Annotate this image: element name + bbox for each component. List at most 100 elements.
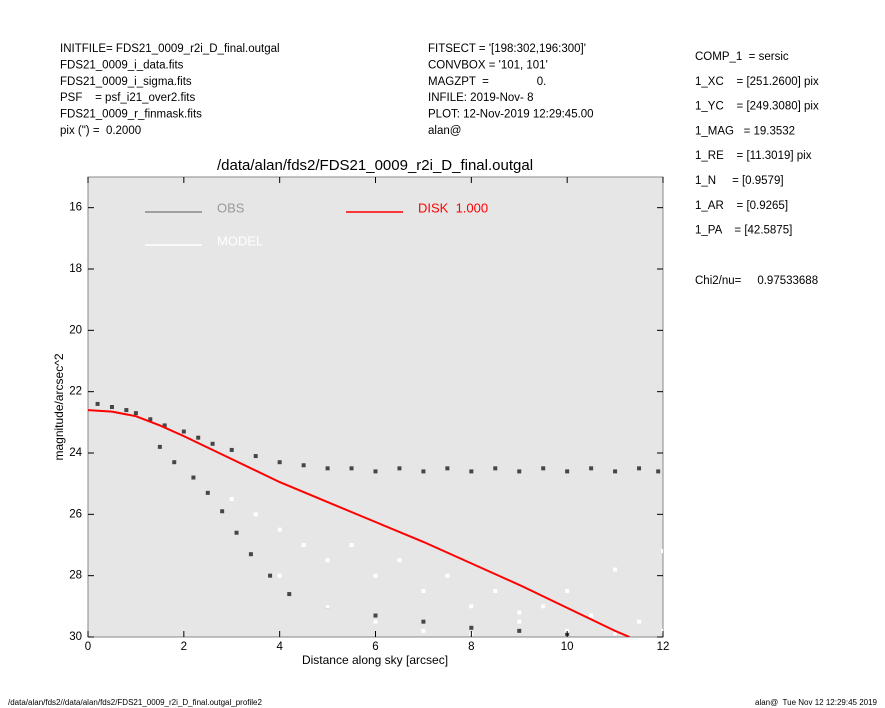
header-left: INITFILE= FDS21_0009_r2i_D_final.outgal — [60, 43, 280, 55]
point — [517, 619, 522, 624]
point — [301, 463, 306, 468]
header-right: 1_PA = [42.5875] — [695, 225, 792, 237]
header-right: 1_RE = [11.3019] pix — [695, 150, 812, 162]
line — [88, 409, 630, 637]
point — [248, 552, 253, 557]
header-right: 1_MAG = 19.3532 — [695, 125, 795, 137]
point — [445, 573, 450, 578]
point — [656, 469, 661, 474]
point — [148, 417, 153, 422]
point — [124, 408, 129, 413]
point — [373, 573, 378, 578]
x-axis-label: Distance along sky [arcsec] — [302, 653, 448, 667]
point — [661, 549, 663, 554]
point — [397, 466, 402, 471]
point — [133, 411, 138, 416]
y-tick-label: 26 — [69, 508, 82, 520]
point — [253, 512, 258, 517]
point — [445, 466, 450, 471]
point — [373, 613, 378, 618]
y-tick-label: 30 — [69, 631, 82, 643]
point — [373, 469, 378, 474]
legend-label: OBS — [217, 200, 245, 215]
point — [181, 429, 186, 434]
point — [421, 628, 426, 633]
point — [589, 613, 594, 618]
header-left: FDS21_0009_i_data.fits — [60, 59, 184, 71]
point — [421, 589, 426, 593]
chi2: Chi2/nu= 0.97533688 — [695, 275, 818, 287]
x-tick-label: 4 — [276, 641, 283, 653]
header-right: COMP_1 = sersic — [695, 51, 789, 63]
point — [349, 466, 354, 471]
plot-data — [88, 401, 663, 637]
header-left: FDS21_0009_i_sigma.fits — [60, 76, 192, 88]
point — [565, 469, 570, 474]
header-left: PSF = psf_i21_over2.fits — [60, 92, 195, 104]
point — [277, 573, 282, 578]
point — [229, 497, 234, 501]
point — [421, 469, 426, 474]
point — [637, 466, 642, 471]
point — [541, 466, 546, 471]
point — [349, 543, 354, 547]
plot-area — [87, 176, 664, 638]
point — [613, 631, 618, 636]
point — [493, 466, 498, 471]
point — [373, 619, 378, 624]
point — [661, 628, 663, 633]
point — [565, 628, 570, 633]
point — [325, 466, 330, 471]
point — [637, 619, 642, 624]
footer-right: alan@ Tue Nov 12 12:29:45 2019 — [755, 698, 878, 707]
footer-left: /data/alan/fds2//data/alan/fds2/FDS21_00… — [8, 698, 263, 707]
x-tick-label: 12 — [657, 641, 670, 653]
point — [517, 469, 522, 474]
point — [210, 441, 215, 446]
header-left: pix (") = 0.2000 — [60, 125, 141, 137]
legend-label: MODEL — [217, 233, 263, 248]
x-tick-label: 0 — [85, 641, 91, 653]
header-left: FDS21_0009_r_finmask.fits — [60, 109, 202, 121]
y-tick-label: 18 — [69, 263, 82, 275]
header-right: 1_XC = [251.2600] pix — [695, 76, 819, 88]
point — [397, 558, 402, 563]
point — [162, 423, 167, 428]
point — [277, 527, 282, 532]
y-tick-label: 16 — [69, 202, 82, 214]
point — [421, 619, 426, 624]
point — [268, 573, 273, 578]
x-tick-label: 2 — [181, 641, 187, 653]
x-tick-label: 10 — [561, 641, 574, 653]
point — [301, 543, 306, 547]
y-tick-label: 20 — [69, 324, 82, 336]
point — [469, 469, 474, 474]
point — [325, 604, 330, 609]
header-middle: MAGZPT = 0. — [428, 76, 546, 88]
header-middle: CONVBOX = '101, 101' — [428, 59, 548, 71]
point — [196, 435, 201, 440]
y-tick-label: 28 — [69, 570, 82, 582]
point — [287, 592, 292, 597]
point — [220, 509, 225, 514]
point — [589, 466, 594, 471]
legend-label: DISK 1.000 — [418, 200, 488, 215]
point — [517, 628, 522, 633]
point — [109, 405, 114, 409]
x-tick-label: 6 — [372, 641, 378, 653]
point — [95, 401, 100, 406]
header-right: 1_N = [0.9579] — [695, 175, 784, 187]
point — [613, 469, 618, 474]
header-middle: FITSECT = '[198:302,196:300]' — [428, 43, 586, 55]
header-middle: alan@ — [428, 125, 461, 137]
point — [157, 444, 162, 449]
point — [325, 558, 330, 563]
header-right: 1_AR = [0.9265] — [695, 200, 788, 212]
y-axis-label: magnitude/arcsec^2 — [52, 353, 66, 460]
x-tick-label: 8 — [468, 641, 474, 653]
header-middle: PLOT: 12-Nov-2019 12:29:45.00 — [428, 109, 594, 121]
y-tick-label: 22 — [69, 386, 82, 398]
header-right: 1_YC = [249.3080] pix — [695, 101, 819, 113]
